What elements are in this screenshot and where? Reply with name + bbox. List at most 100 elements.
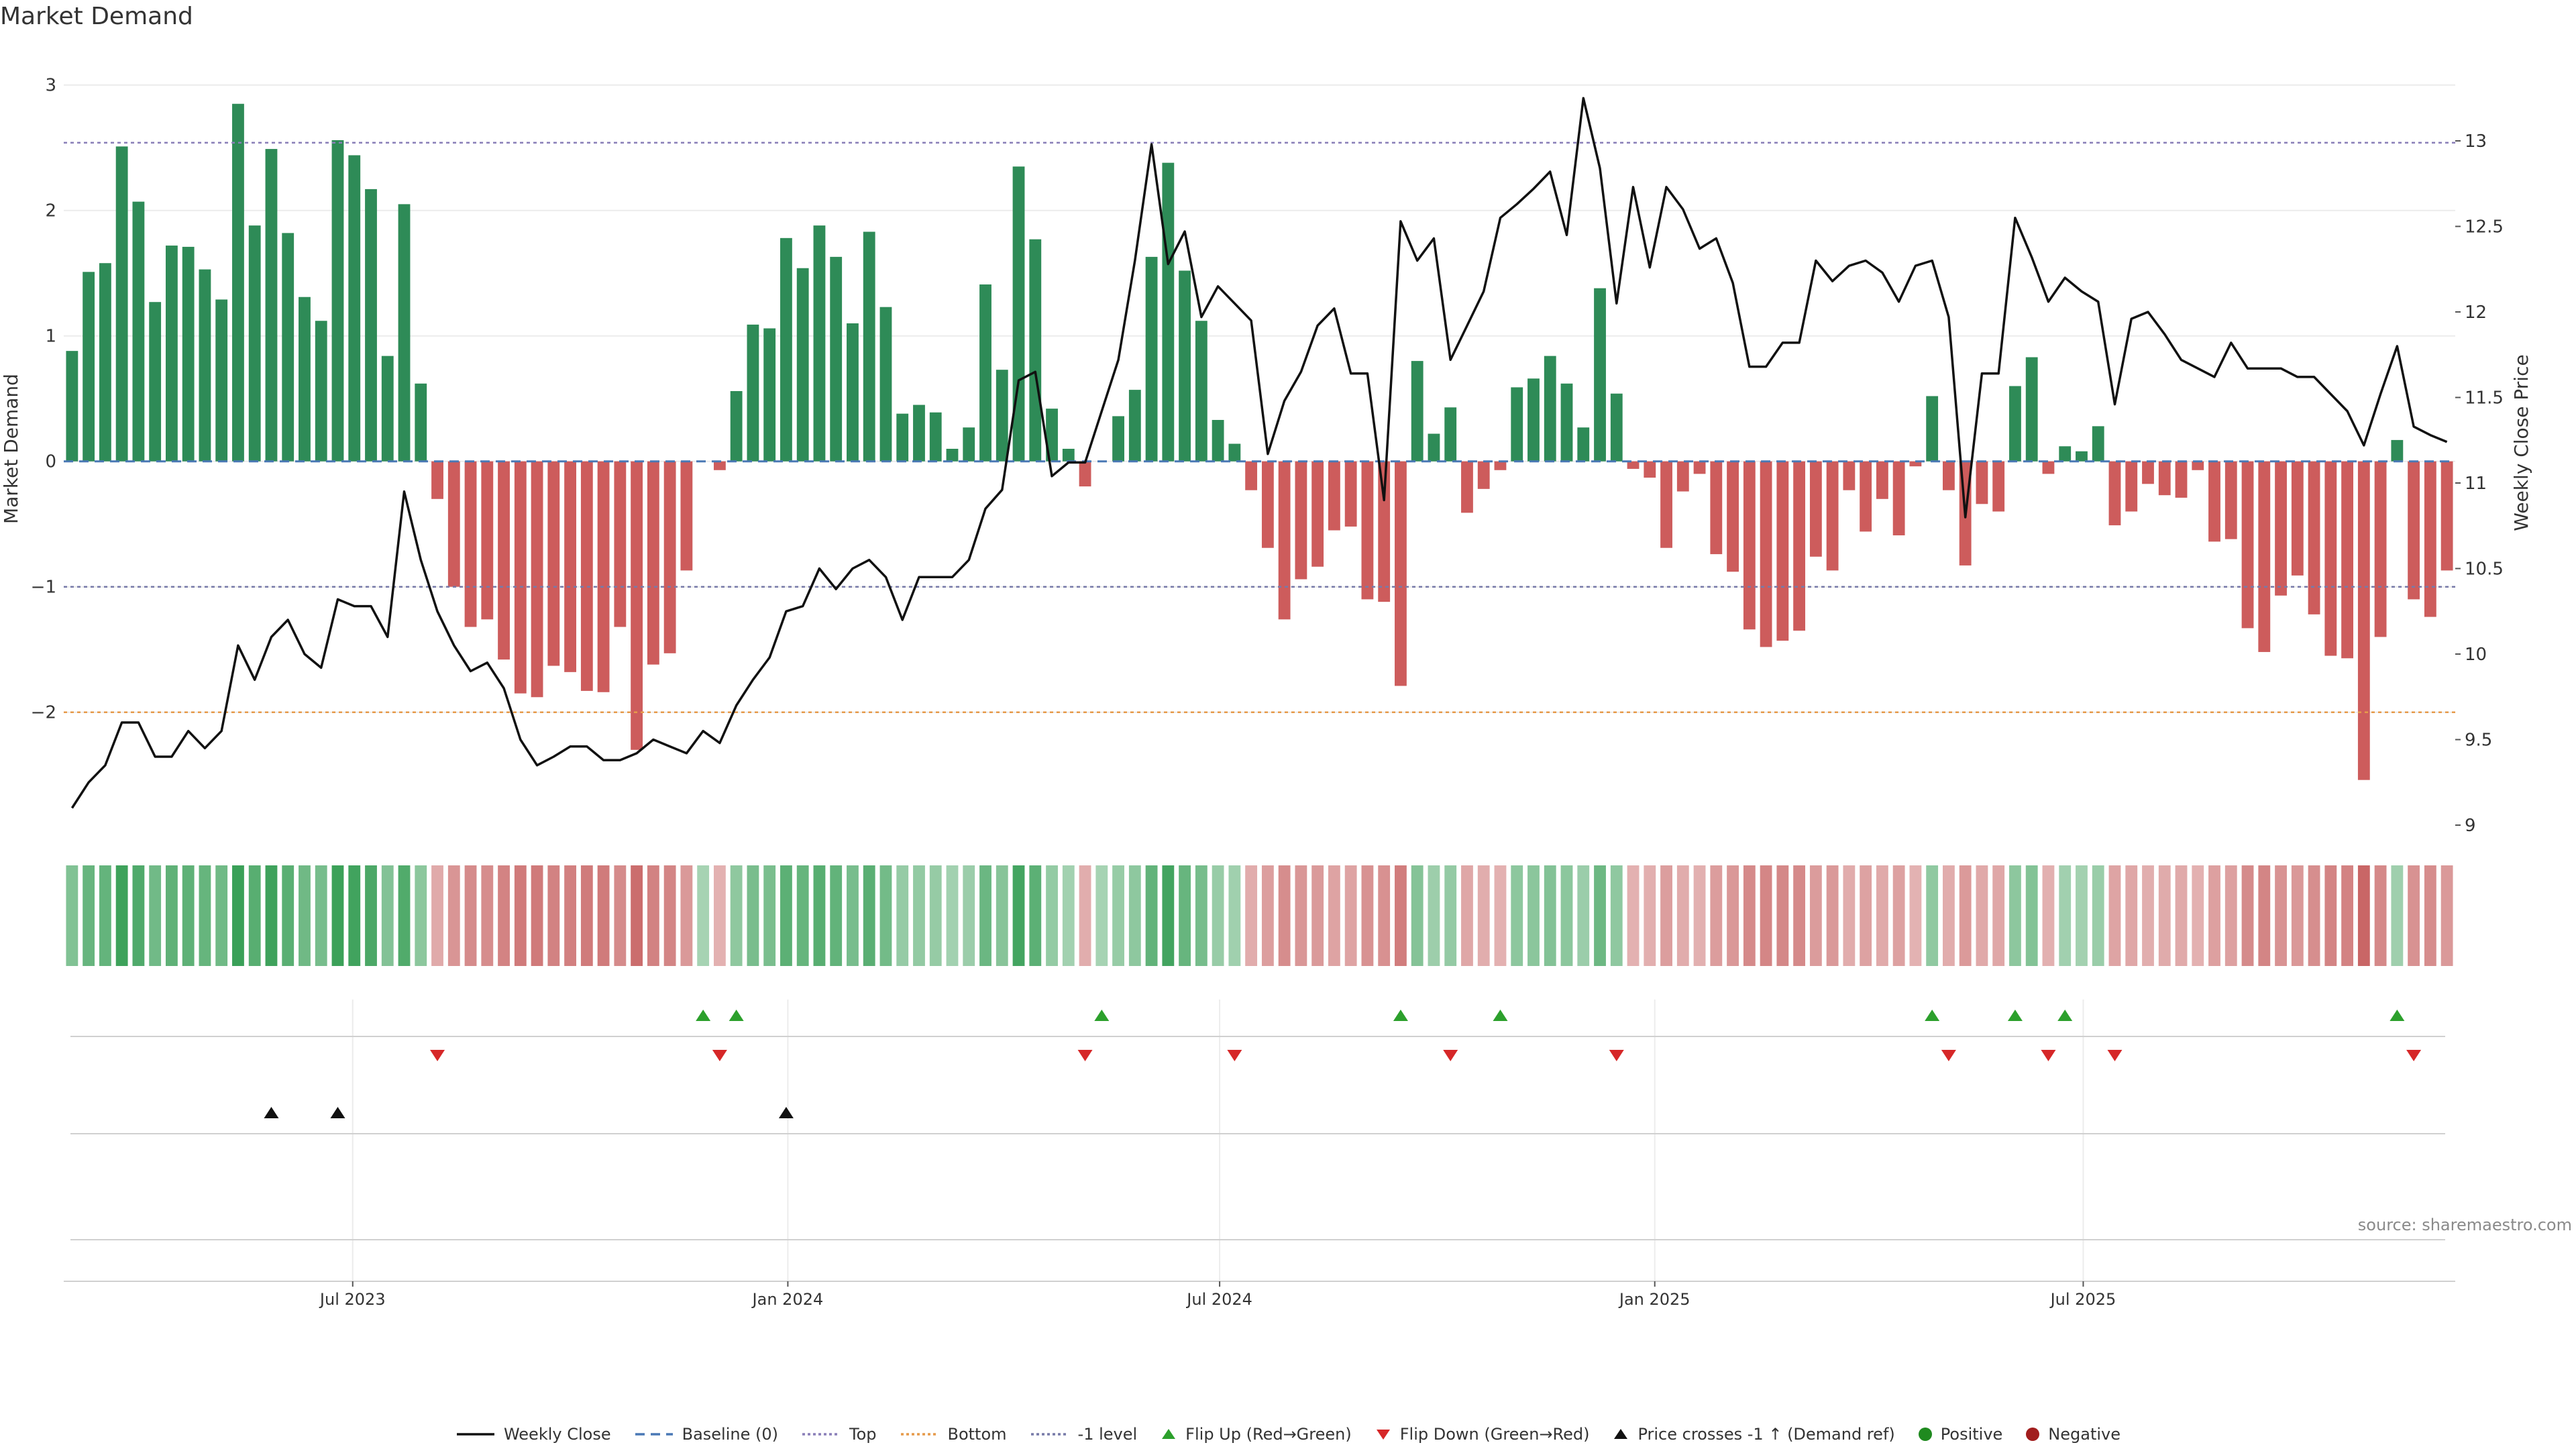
legend-dot-icon (1918, 1428, 1932, 1441)
demand-bar (66, 351, 78, 462)
demand-bar (2357, 461, 2370, 780)
flip-down-marker (2107, 1050, 2123, 1061)
heat-cell (1145, 865, 1158, 966)
heat-cell (1228, 865, 1241, 966)
demand-bar (2391, 439, 2404, 462)
x-tick-label: Jul 2024 (1185, 1290, 1252, 1309)
demand-bar (132, 201, 145, 462)
legend-item: Bottom (900, 1425, 1007, 1444)
heat-cell (1212, 865, 1224, 966)
demand-bar (1212, 419, 1224, 462)
demand-bar (1943, 461, 1955, 490)
heat-cell (199, 865, 211, 966)
heat-cell (1976, 865, 1988, 966)
heat-cell (1477, 865, 1490, 966)
y-left-tick-label: −1 (31, 578, 56, 598)
demand-bar (896, 413, 909, 462)
heat-cell (1843, 865, 1856, 966)
demand-bar (1228, 443, 1241, 462)
heat-cell (149, 865, 162, 966)
heat-cell (796, 865, 809, 966)
demand-bar (1162, 162, 1175, 462)
demand-bar (979, 284, 991, 462)
demand-bar (1610, 393, 1623, 462)
demand-bar (248, 225, 261, 462)
heat-cell (1743, 865, 1756, 966)
demand-bar (1511, 387, 1523, 462)
heat-cell (979, 865, 991, 966)
demand-bar (780, 237, 792, 462)
heat-cell (315, 865, 327, 966)
demand-bar (514, 461, 527, 694)
demand-bar (547, 461, 560, 666)
heat-cell (763, 865, 776, 966)
demand-bar (1544, 356, 1556, 462)
demand-bar (265, 149, 278, 462)
flip-down-marker (1227, 1050, 1242, 1061)
demand-bar (2374, 461, 2387, 637)
heat-cell (1444, 865, 1457, 966)
heat-cell (464, 865, 477, 966)
demand-bar (830, 256, 843, 462)
demand-bar (1477, 461, 1490, 489)
heat-cell (564, 865, 576, 966)
heat-cell (1245, 865, 1258, 966)
demand-bar (1328, 461, 1340, 531)
demand-bar (597, 461, 610, 692)
demand-bar (564, 461, 576, 672)
heat-cell (847, 865, 859, 966)
heat-cell (1062, 865, 1075, 966)
flip-up-marker (2390, 1010, 2405, 1021)
heat-cell (813, 865, 826, 966)
demand-bar (813, 225, 826, 462)
legend-item: Flip Up (Red→Green) (1160, 1425, 1352, 1444)
demand-bar (348, 155, 361, 462)
demand-bar (713, 461, 726, 470)
chart-title: Market Demand (0, 3, 193, 30)
heat-cell (1411, 865, 1424, 966)
demand-bar (1261, 461, 1274, 548)
heat-cell (1195, 865, 1208, 966)
demand-bar (1727, 461, 1739, 572)
heat-cell (747, 865, 759, 966)
legend-label: Weekly Close (503, 1425, 611, 1444)
demand-bar (2158, 461, 2171, 496)
flip-up-marker (1925, 1010, 1940, 1021)
heat-cell (1644, 865, 1656, 966)
legend-item: Flip Down (Green→Red) (1375, 1425, 1589, 1444)
x-tick-label: Jul 2023 (319, 1290, 386, 1309)
heat-cell (2192, 865, 2204, 966)
demand-bar (2341, 461, 2353, 659)
flip-down-marker (1077, 1050, 1093, 1061)
heat-cell (1162, 865, 1175, 966)
legend-item: Negative (2025, 1425, 2121, 1444)
heat-cell (132, 865, 145, 966)
heat-cell (1128, 865, 1141, 966)
heat-cell (1344, 865, 1357, 966)
demand-bar (149, 302, 162, 462)
heat-cell (1395, 865, 1407, 966)
heat-cell (1793, 865, 1806, 966)
price-cross-marker (264, 1107, 279, 1118)
heat-cell (1179, 865, 1191, 966)
demand-bar (730, 390, 743, 462)
heat-cell (2092, 865, 2104, 966)
demand-bar (2424, 461, 2436, 617)
heat-cell (680, 865, 693, 966)
demand-bar (1693, 461, 1706, 474)
heat-cell (1311, 865, 1324, 966)
flip-up-marker (1393, 1010, 1408, 1021)
heat-cell (365, 865, 377, 966)
heat-cell (597, 865, 610, 966)
demand-bar (614, 461, 627, 627)
legend-triangle-down-icon (1376, 1430, 1390, 1440)
heat-cell (265, 865, 278, 966)
y-left-tick-label: 1 (45, 327, 56, 347)
demand-bar (365, 189, 377, 462)
heat-cell (514, 865, 527, 966)
heat-cell (248, 865, 261, 966)
legend-line-icon (1030, 1433, 1069, 1436)
demand-bar (2009, 386, 2021, 462)
heat-cell (1029, 865, 1042, 966)
demand-bar (963, 427, 975, 462)
